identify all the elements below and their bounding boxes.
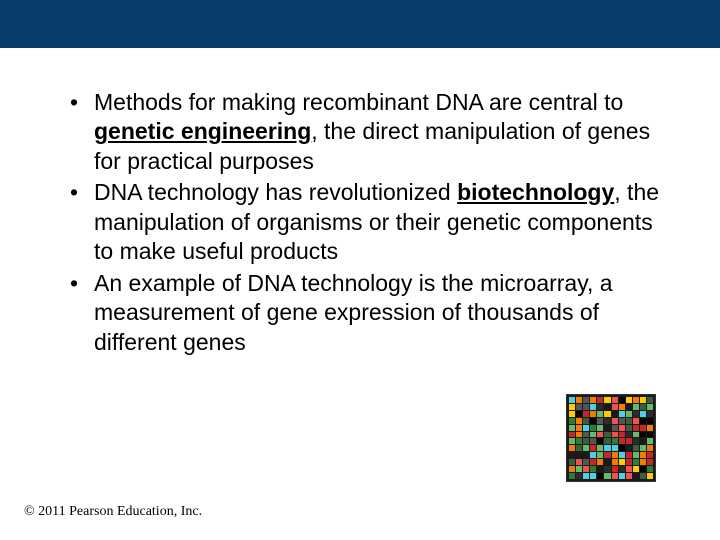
microarray-image (566, 394, 656, 482)
bullet-text-pre: An example of DNA technology is the micr… (94, 270, 613, 355)
slide-content: Methods for making recombinant DNA are c… (0, 48, 720, 357)
header-bar (0, 0, 720, 48)
bold-term: biotechnology (457, 179, 614, 205)
copyright-text: © 2011 Pearson Education, Inc. (24, 504, 202, 520)
bullet-text-pre: Methods for making recombinant DNA are c… (94, 89, 623, 115)
bullet-item: DNA technology has revolutionized biotec… (60, 178, 660, 266)
bullet-list: Methods for making recombinant DNA are c… (60, 88, 660, 357)
bullet-item: Methods for making recombinant DNA are c… (60, 88, 660, 176)
bullet-item: An example of DNA technology is the micr… (60, 269, 660, 357)
bold-term: genetic engineering (94, 118, 311, 144)
bullet-text-pre: DNA technology has revolutionized (94, 179, 457, 205)
